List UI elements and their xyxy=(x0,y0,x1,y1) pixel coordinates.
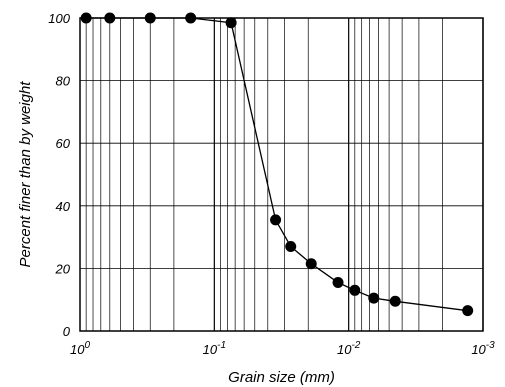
data-point xyxy=(80,12,92,24)
data-point xyxy=(285,240,297,252)
series-line xyxy=(86,17,468,312)
data-series xyxy=(80,12,474,317)
data-point xyxy=(225,17,237,29)
data-point xyxy=(349,284,361,296)
data-point xyxy=(104,12,116,24)
data-point xyxy=(305,258,317,270)
grid-lines xyxy=(80,17,484,332)
y-axis-label: Percent finer than by weight xyxy=(17,81,34,268)
y-tick-label: 0 xyxy=(63,324,71,339)
plot-frame xyxy=(79,17,484,332)
data-point xyxy=(144,12,156,24)
x-axis-label: Grain size (mm) xyxy=(228,369,335,386)
data-point xyxy=(185,12,197,24)
x-tick-label: 10-3 xyxy=(471,340,495,357)
axis-ticks: 0 20 40 60 80 100 100 10-1 10-2 10-3 xyxy=(48,11,495,357)
data-point xyxy=(389,295,401,307)
y-tick-label: 20 xyxy=(55,261,71,276)
x-tick-label: 10-1 xyxy=(203,340,226,357)
y-tick-label: 60 xyxy=(56,136,71,151)
x-tick-label: 100 xyxy=(70,340,90,357)
x-tick-label: 10-2 xyxy=(337,340,361,357)
data-point xyxy=(332,276,344,288)
data-point xyxy=(270,214,282,226)
data-point xyxy=(368,292,380,304)
y-tick-label: 80 xyxy=(56,74,71,89)
data-point xyxy=(462,305,474,317)
y-tick-label: 100 xyxy=(48,11,70,26)
y-tick-label: 40 xyxy=(56,199,71,214)
